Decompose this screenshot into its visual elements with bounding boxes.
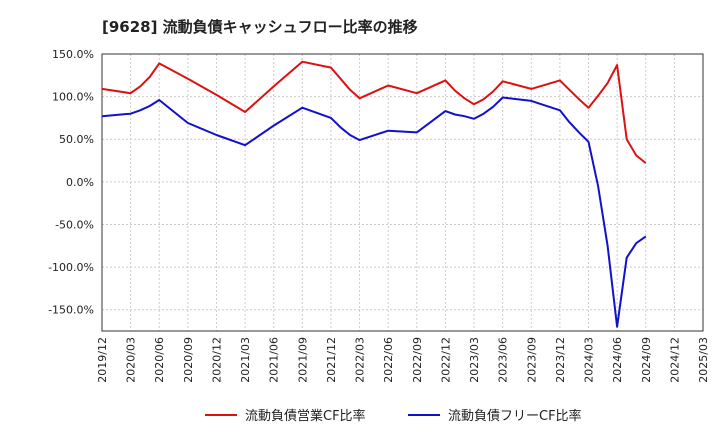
y-tick-label: -150.0%: [48, 304, 94, 317]
x-tick-label: 2022/09: [411, 337, 424, 383]
legend-label-2: 流動負債フリーCF比率: [448, 408, 582, 424]
x-tick-label: 2020/03: [125, 337, 138, 383]
x-tick-label: 2023/12: [554, 337, 567, 383]
series-lines: [101, 60, 647, 328]
x-tick-label: 2021/03: [239, 337, 252, 383]
axes: 150.0% 100.0% 50.0% 0.0% -50.0% -100.0% -150.0…: [48, 48, 710, 383]
x-tick-label: 2021/06: [268, 337, 281, 383]
x-tick-label: 2024/03: [583, 337, 596, 383]
x-tick-label: 2020/06: [153, 337, 166, 383]
x-tick-label: 2025/03: [697, 337, 710, 383]
x-tick-label: 2021/12: [325, 337, 338, 383]
x-tick-label: 2023/06: [497, 337, 510, 383]
y-tick-label: 100.0%: [52, 91, 94, 104]
y-tick-label: 50.0%: [59, 133, 94, 146]
x-tick-label: 2019/12: [96, 337, 109, 383]
x-tick-label: 2020/09: [182, 337, 195, 383]
grid: [101, 53, 704, 331]
series-line-2: [101, 96, 647, 328]
x-tick-label: 2020/12: [210, 337, 223, 383]
x-tick-label: 2024/09: [640, 337, 653, 383]
x-tick-label: 2023/03: [468, 337, 481, 383]
chart-title: [9628] 流動負債キャッシュフロー比率の推移: [102, 18, 418, 36]
x-tick-label: 2021/09: [296, 337, 309, 383]
y-tick-label: 150.0%: [52, 48, 94, 61]
y-tick-label: -50.0%: [55, 218, 94, 231]
series-line-1: [101, 60, 647, 164]
x-tick-label: 2024/06: [611, 337, 624, 383]
y-tick-label: 0.0%: [66, 176, 94, 189]
plot-frame: [101, 53, 704, 332]
legend-label-1: 流動負債営業CF比率: [245, 408, 366, 424]
x-tick-label: 2022/03: [354, 337, 367, 383]
x-tick-label: 2022/06: [382, 337, 395, 383]
legend: 流動負債営業CF比率 流動負債フリーCF比率: [205, 408, 582, 424]
y-tick-label: -100.0%: [48, 261, 94, 274]
x-tick-label: 2024/12: [668, 337, 681, 383]
x-tick-label: 2023/09: [525, 337, 538, 383]
x-tick-label: 2022/12: [439, 337, 452, 383]
